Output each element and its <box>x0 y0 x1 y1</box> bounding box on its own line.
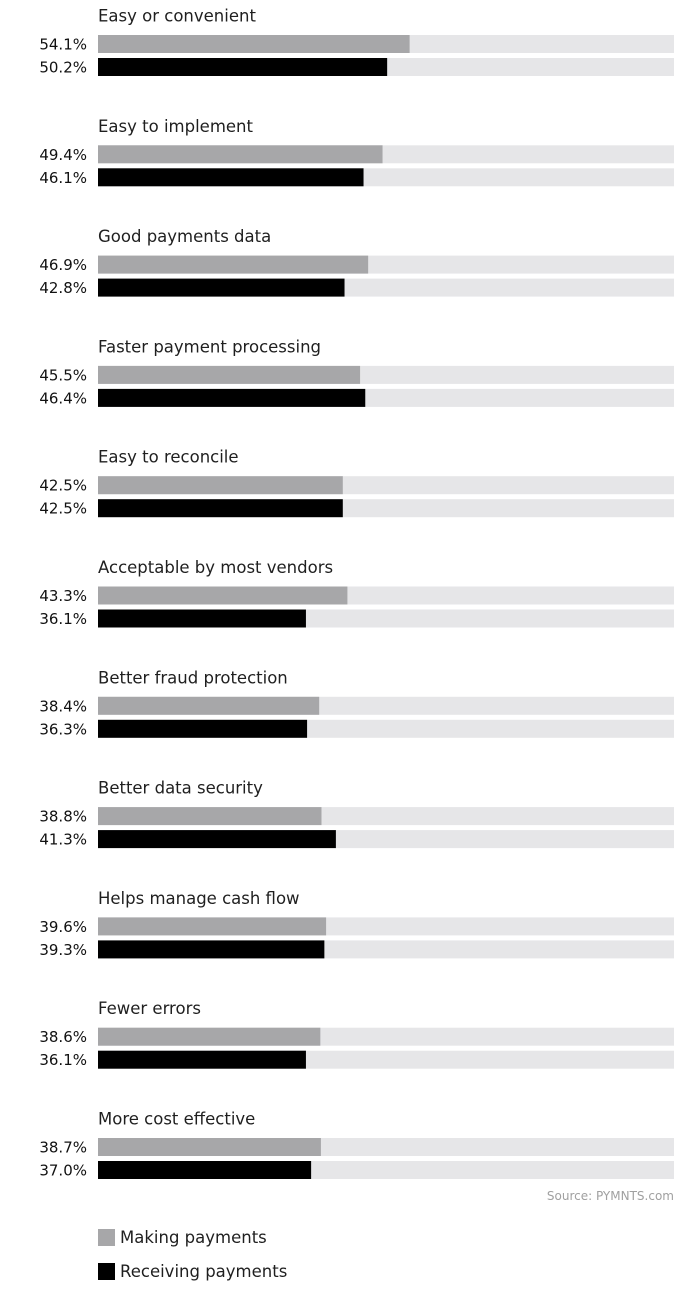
value-label-making-payments: 43.3% <box>39 587 87 605</box>
value-label-making-payments: 39.6% <box>39 918 87 936</box>
bar-receiving-payments <box>98 388 366 407</box>
legend-label-making-payments: Making payments <box>120 1227 267 1247</box>
value-label-receiving-payments: 37.0% <box>39 1162 87 1180</box>
bar-making-payments <box>98 1027 321 1046</box>
category-group: Faster payment processing 45.5% 46.4% <box>39 337 674 407</box>
category-group: Better fraud protection 38.4% 36.3% <box>39 668 674 738</box>
legend-swatch-receiving-payments <box>98 1262 115 1280</box>
value-label-making-payments: 46.9% <box>39 256 87 274</box>
value-label-making-payments: 38.6% <box>39 1028 87 1046</box>
bar-receiving-payments <box>98 609 306 628</box>
category-group: Better data security 38.8% 41.3% <box>39 779 674 849</box>
bar-making-payments <box>98 255 369 274</box>
value-label-receiving-payments: 36.1% <box>39 1051 87 1069</box>
bar-receiving-payments <box>98 1050 306 1069</box>
bar-making-payments <box>98 586 348 605</box>
category-group: More cost effective 38.7% 37.0% <box>39 1110 674 1180</box>
value-label-receiving-payments: 42.5% <box>39 500 87 518</box>
category-label: Good payments data <box>98 227 271 246</box>
category-group: Acceptable by most vendors 43.3% 36.1% <box>39 558 674 628</box>
bar-receiving-payments <box>98 830 336 849</box>
value-label-receiving-payments: 50.2% <box>39 59 87 77</box>
legend-item-making-payments: Making payments <box>98 1226 287 1248</box>
value-label-making-payments: 42.5% <box>39 477 87 495</box>
category-group: Fewer errors 38.6% 36.1% <box>39 999 674 1069</box>
bar-receiving-payments <box>98 168 364 187</box>
value-label-making-payments: 54.1% <box>39 36 87 54</box>
bar-making-payments <box>98 476 343 495</box>
bar-making-payments <box>98 807 322 826</box>
value-label-making-payments: 38.4% <box>39 697 87 715</box>
value-label-receiving-payments: 39.3% <box>39 941 87 959</box>
category-group: Easy to reconcile 42.5% 42.5% <box>39 448 674 518</box>
category-label: Easy to reconcile <box>98 448 239 467</box>
category-label: Better fraud protection <box>98 668 288 687</box>
category-label: Easy or convenient <box>98 7 256 26</box>
source-note: Source: PYMNTS.com <box>547 1189 674 1203</box>
bar-making-payments <box>98 1138 321 1156</box>
category-group: Easy to implement 49.4% 46.1% <box>39 117 674 187</box>
value-label-receiving-payments: 36.1% <box>39 610 87 628</box>
category-label: Fewer errors <box>98 999 201 1018</box>
bar-making-payments <box>98 35 410 53</box>
bar-making-payments <box>98 365 361 384</box>
value-label-making-payments: 45.5% <box>39 366 87 384</box>
bar-making-payments <box>98 696 320 715</box>
category-label: Faster payment processing <box>98 337 321 356</box>
category-label: Acceptable by most vendors <box>98 558 333 577</box>
legend-label-receiving-payments: Receiving payments <box>120 1261 288 1281</box>
value-label-receiving-payments: 36.3% <box>39 720 87 738</box>
value-label-receiving-payments: 46.1% <box>39 169 87 187</box>
category-group: Good payments data 46.9% 42.8% <box>39 227 674 297</box>
category-label: Better data security <box>98 779 263 798</box>
category-group: Helps manage cash flow 39.6% 39.3% <box>39 889 674 959</box>
bar-receiving-payments <box>98 278 345 297</box>
bar-making-payments <box>98 917 327 936</box>
chart-legend: Making payments Receiving payments <box>98 1226 287 1294</box>
bar-receiving-payments <box>98 499 343 518</box>
value-label-making-payments: 38.8% <box>39 808 87 826</box>
category-label: Helps manage cash flow <box>98 889 300 908</box>
legend-item-receiving-payments: Receiving payments <box>98 1260 287 1282</box>
category-label: More cost effective <box>98 1110 255 1129</box>
category-label: Easy to implement <box>98 117 254 136</box>
bar-receiving-payments <box>98 940 325 959</box>
value-label-making-payments: 49.4% <box>39 146 87 164</box>
bar-making-payments <box>98 145 383 164</box>
category-group: Easy or convenient 54.1% 50.2% <box>39 7 674 77</box>
bar-receiving-payments <box>98 1161 312 1179</box>
bar-chart: Easy or convenient 54.1% 50.2% Easy to impl… <box>39 7 674 1203</box>
value-label-making-payments: 38.7% <box>39 1139 87 1157</box>
legend-swatch-making-payments <box>98 1228 115 1246</box>
value-label-receiving-payments: 41.3% <box>39 831 87 849</box>
bar-receiving-payments <box>98 58 388 76</box>
value-label-receiving-payments: 46.4% <box>39 389 87 407</box>
bar-receiving-payments <box>98 719 308 738</box>
value-label-receiving-payments: 42.8% <box>39 279 87 297</box>
